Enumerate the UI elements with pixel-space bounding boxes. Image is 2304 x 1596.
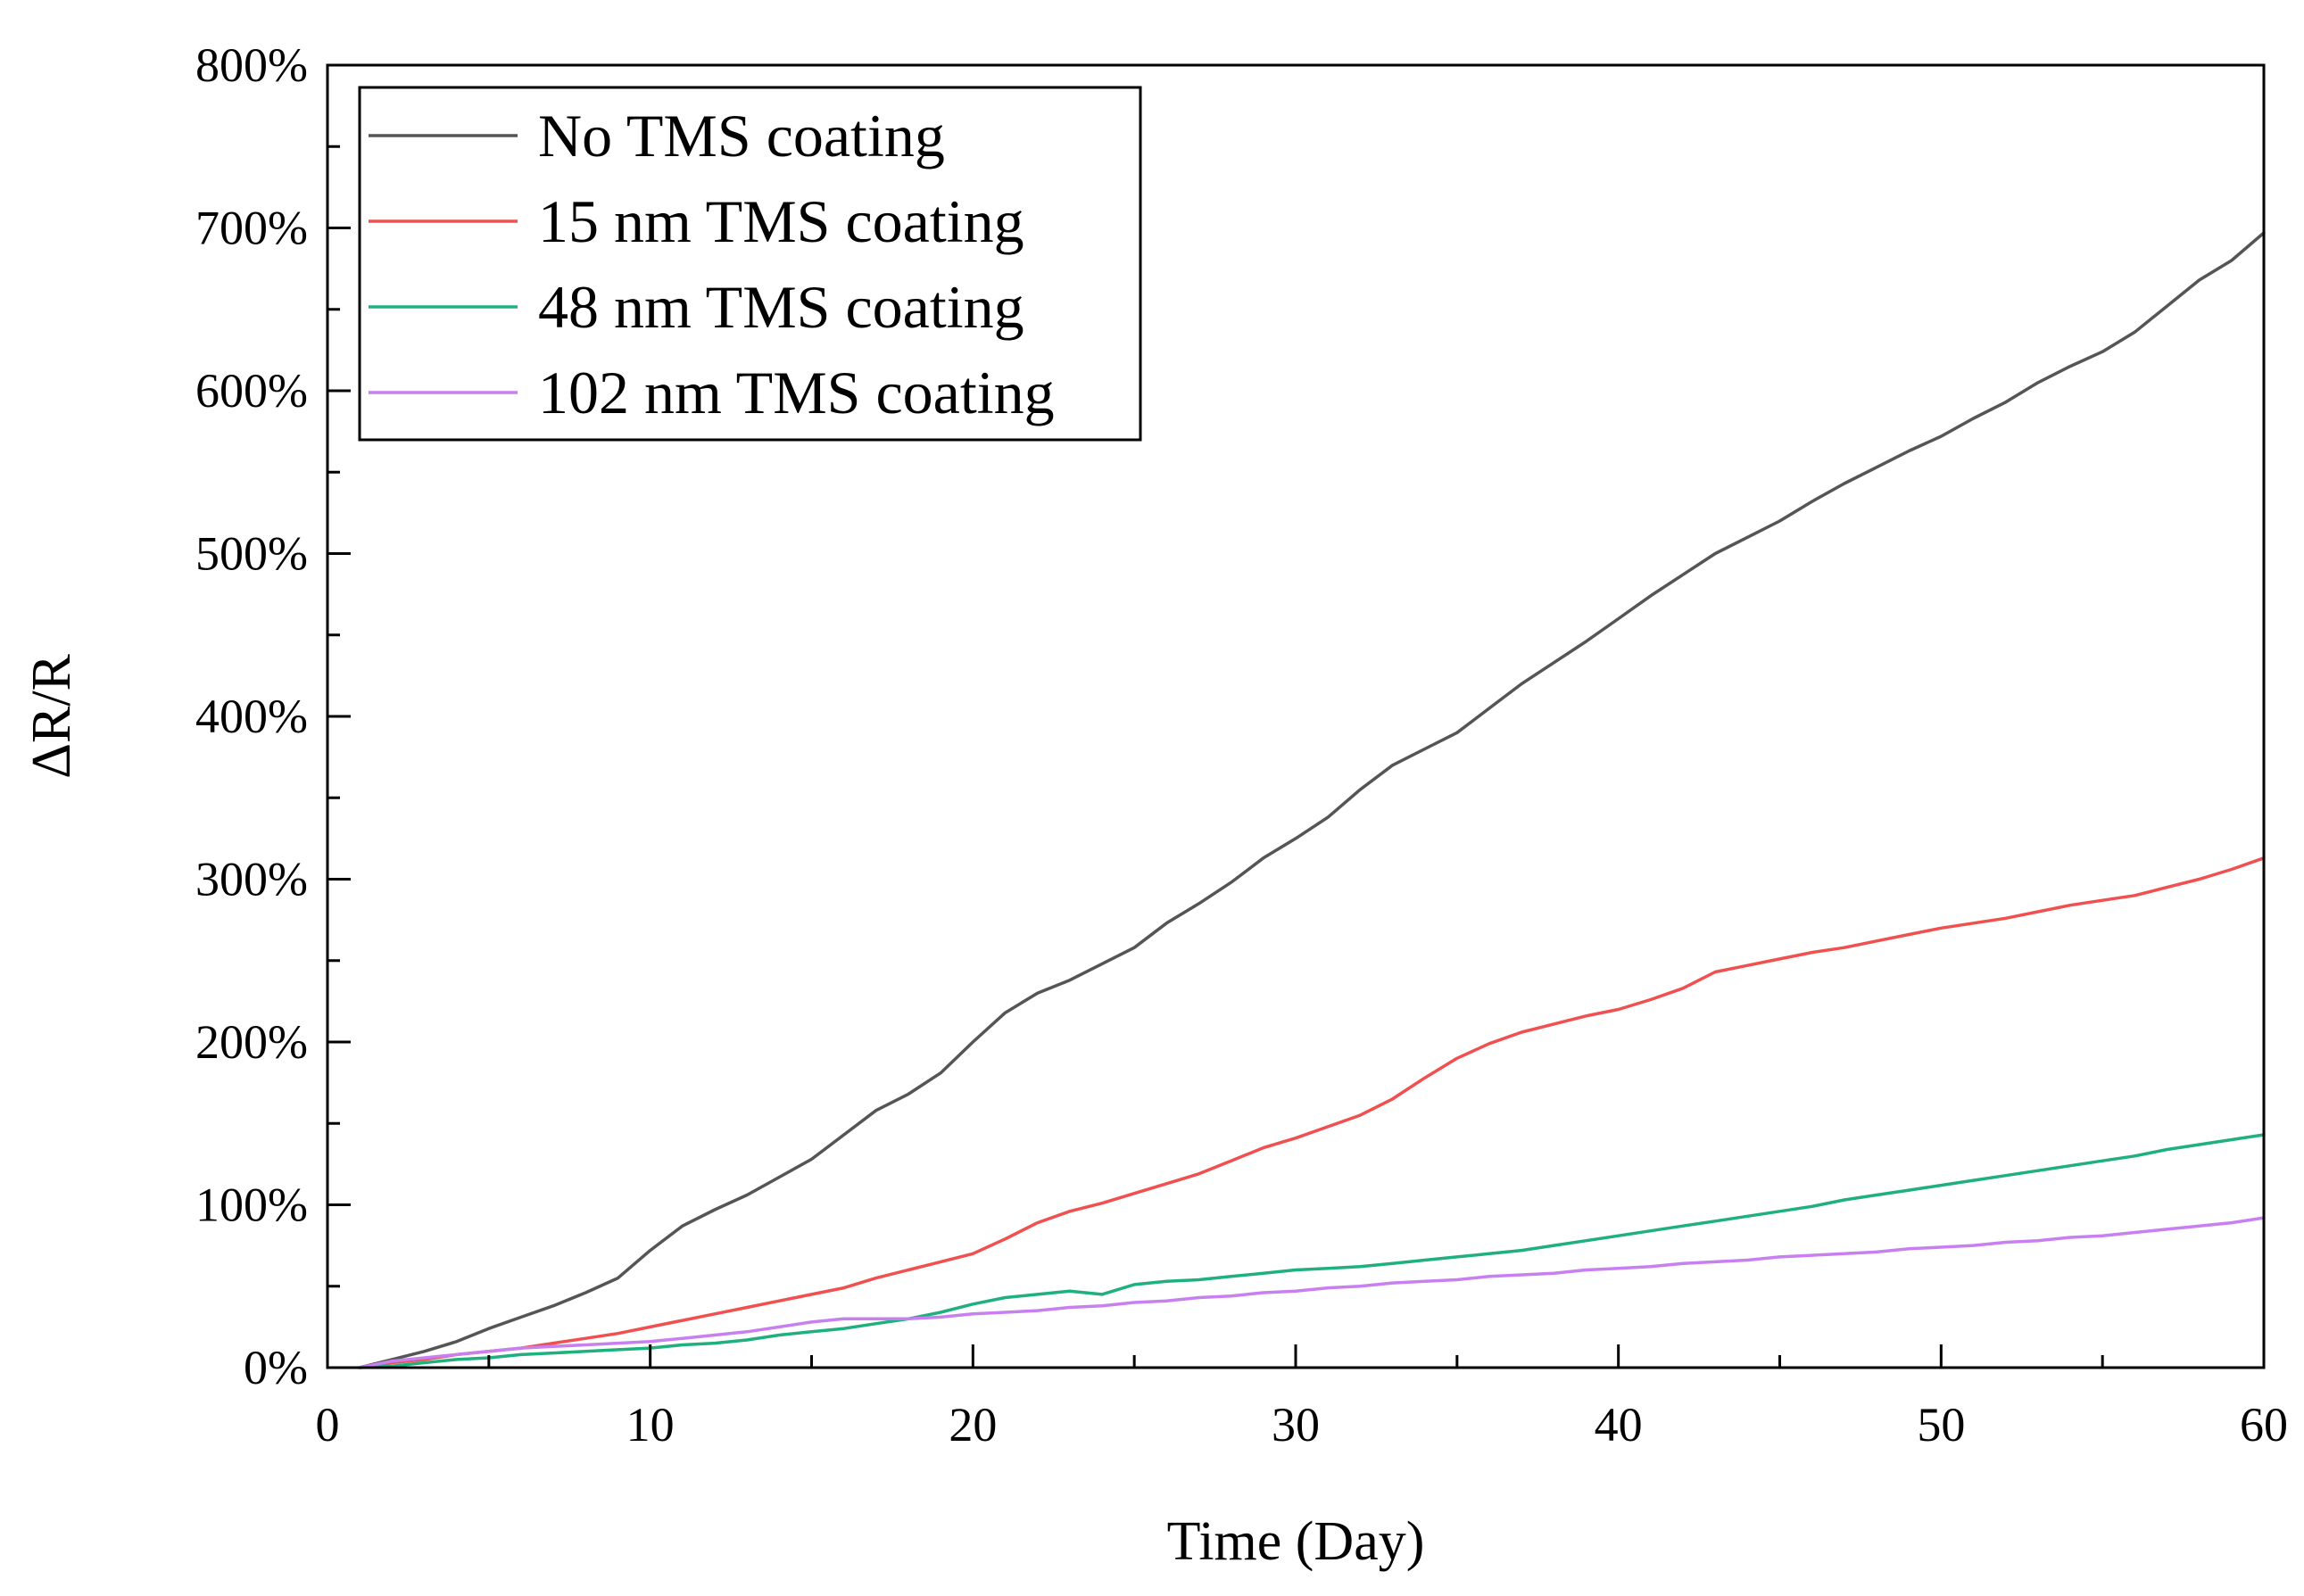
series-line-3: [358, 1133, 2266, 1369]
y-tick-label: 700%: [195, 202, 308, 255]
y-tick-label: 500%: [195, 527, 308, 581]
series-line-1: [358, 231, 2266, 1369]
x-tick-label: 50: [1917, 1398, 1965, 1451]
legend-label: 102 nm TMS coating: [538, 359, 1055, 426]
series-line-2: [358, 856, 2266, 1369]
series-line-4: [358, 1216, 2266, 1369]
y-tick-label: 400%: [195, 690, 308, 743]
x-tick-label: 60: [2240, 1398, 2288, 1451]
legend: No TMS coating 15 nm TMS coating 48 nm TMS…: [358, 86, 1142, 442]
x-tick-label: 30: [1272, 1398, 1320, 1451]
series-layer: [358, 231, 2266, 1369]
legend-box: [358, 86, 1142, 442]
x-axis-title: Time (Day): [1167, 1511, 1425, 1572]
x-axis: 0 10 20 30 40 50 60: [316, 1344, 2288, 1451]
y-tick-label: 800%: [195, 38, 308, 92]
x-tick-label: 40: [1595, 1398, 1643, 1451]
legend-label: 48 nm TMS coating: [538, 273, 1024, 341]
y-tick-label: 100%: [195, 1178, 308, 1232]
x-tick-label: 10: [626, 1398, 675, 1451]
y-tick-label: 600%: [195, 364, 308, 418]
y-tick-label: 200%: [195, 1015, 308, 1069]
legend-label: No TMS coating: [538, 102, 945, 170]
y-tick-label: 0%: [244, 1341, 308, 1394]
x-tick-label: 20: [949, 1398, 997, 1451]
x-tick-label: 0: [316, 1398, 340, 1451]
legend-label: 15 nm TMS coating: [538, 187, 1024, 255]
y-tick-label: 300%: [195, 853, 308, 906]
y-axis: 0% 100% 200% 300% 400% 500% 600% 700% 800%: [195, 38, 351, 1394]
y-axis-title: ΔR/R: [21, 653, 82, 778]
legend-items: No TMS coating 15 nm TMS coating 48 nm TMS…: [369, 102, 1055, 426]
